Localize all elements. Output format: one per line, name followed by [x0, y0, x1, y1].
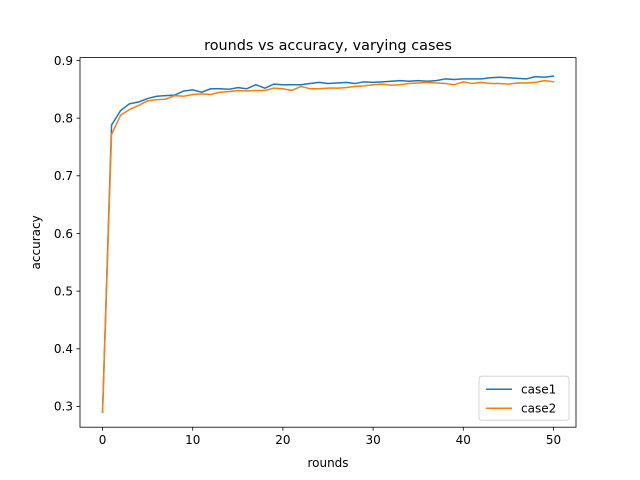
y-tick-label: 0.4 [54, 342, 73, 356]
x-tick-label: 0 [99, 433, 107, 447]
x-tick-label: 20 [275, 433, 290, 447]
x-axis: 0 10 20 30 40 50 [99, 427, 561, 447]
legend-label-case2: case2 [521, 402, 556, 416]
series-line-case1 [101, 75, 555, 413]
y-tick-label: 0.6 [54, 227, 73, 241]
series-line-case2 [101, 79, 555, 413]
x-axis-label: rounds [307, 456, 348, 470]
x-tick-label: 10 [185, 433, 200, 447]
y-tick-label: 0.3 [54, 400, 73, 414]
y-tick-label: 0.5 [54, 284, 73, 298]
x-tick-label: 40 [456, 433, 471, 447]
y-tick-label: 0.7 [54, 169, 73, 183]
axes-frame [79, 57, 577, 428]
y-tick-label: 0.9 [54, 54, 73, 68]
legend-label-case1: case1 [521, 383, 556, 397]
x-tick-label: 50 [546, 433, 561, 447]
legend-box [478, 375, 570, 421]
x-tick-label: 30 [365, 433, 380, 447]
y-axis: 0.3 0.4 0.5 0.6 0.7 0.8 0.9 [54, 54, 80, 414]
y-axis-label: accuracy [29, 215, 43, 269]
legend: case1 case2 [478, 375, 570, 421]
chart-title: rounds vs accuracy, varying cases [204, 38, 452, 54]
plot-area [101, 75, 555, 413]
y-tick-label: 0.8 [54, 111, 73, 125]
